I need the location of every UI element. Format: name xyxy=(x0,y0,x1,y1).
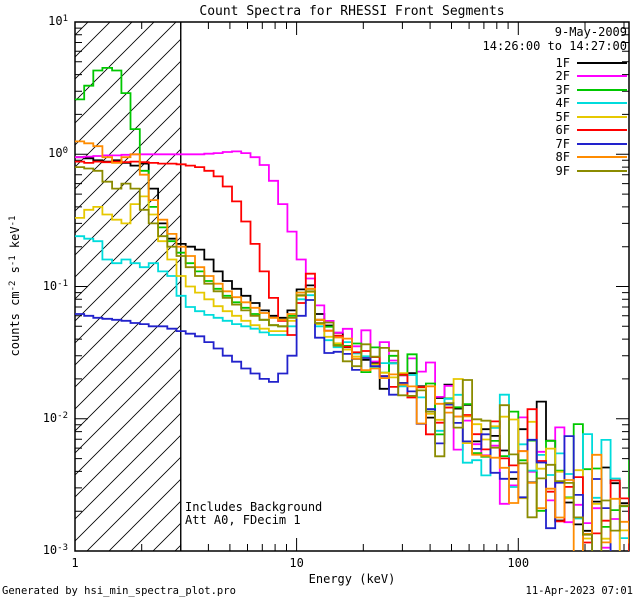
observation-date: 9-May-2009 xyxy=(554,25,627,39)
legend: 1F 2F 3F 4F 5F 6F 7F 8F 9F xyxy=(556,56,627,178)
legend-color-line xyxy=(577,61,627,64)
legend-color-line xyxy=(577,129,627,132)
legend-item-7F: 7F xyxy=(556,137,627,151)
legend-color-line xyxy=(577,142,627,145)
legend-item-3F: 3F xyxy=(556,83,627,97)
legend-label: 7F xyxy=(555,136,570,151)
plot-timestamp: 11-Apr-2023 07:01 xyxy=(525,585,633,597)
legend-color-line xyxy=(577,156,627,159)
observation-interval: 14:26:00 to 14:27:00 xyxy=(482,39,628,53)
legend-color-line xyxy=(577,75,627,78)
legend-item-6F: 6F xyxy=(555,123,627,138)
hatched-low-energy-region xyxy=(75,22,181,551)
legend-color-line xyxy=(577,88,627,91)
legend-label: 5F xyxy=(555,109,570,124)
spectrum-2F xyxy=(75,150,629,551)
spectrum-3F xyxy=(75,67,629,528)
plot-frame xyxy=(74,21,630,552)
annotation-attenuator-state: Att A0, FDecim 1 xyxy=(185,513,301,527)
chart-title: Count Spectra for RHESSI Front Segments xyxy=(199,4,505,19)
legend-item-4F: 4F xyxy=(555,96,627,111)
legend-label: 9F xyxy=(555,163,570,178)
x-axis-label: Energy (keV) xyxy=(308,572,396,586)
legend-label: 6F xyxy=(555,123,570,138)
y-tick-label-10e-1: 10-1 xyxy=(42,278,68,293)
legend-label: 4F xyxy=(555,96,570,111)
y-tick-label-10e-2: 10-2 xyxy=(42,410,68,425)
legend-item-5F: 5F xyxy=(556,110,627,124)
legend-color-line xyxy=(577,169,627,172)
annotation-includes-background: Includes Background xyxy=(185,500,323,514)
x-tick-label-100: 100 xyxy=(507,556,530,570)
y-tick-label-10e-3: 10-3 xyxy=(42,543,68,557)
legend-label: 1F xyxy=(555,55,570,70)
y-axis-label: counts cm-2 s-1 keV-1 xyxy=(8,215,22,357)
legend-item-8F: 8F xyxy=(555,150,627,165)
x-tick-label-1: 1 xyxy=(71,556,79,570)
legend-item-2F: 2F xyxy=(555,69,627,84)
legend-label: 2F xyxy=(555,69,570,84)
legend-label: 3F xyxy=(555,82,570,97)
legend-item-9F: 9F xyxy=(556,164,627,178)
legend-item-1F: 1F xyxy=(556,56,627,70)
generator-credit: Generated by hsi_min_spectra_plot.pro xyxy=(2,585,236,597)
legend-color-line xyxy=(577,115,627,118)
legend-color-line xyxy=(577,102,627,105)
spectrum-8F xyxy=(75,140,629,551)
legend-label: 8F xyxy=(555,150,570,165)
y-tick-label-10e0: 100 xyxy=(48,146,68,161)
y-tick-label-10e1: 101 xyxy=(48,14,68,28)
spectrum-9F xyxy=(75,166,629,551)
x-tick-label-10: 10 xyxy=(289,556,304,570)
